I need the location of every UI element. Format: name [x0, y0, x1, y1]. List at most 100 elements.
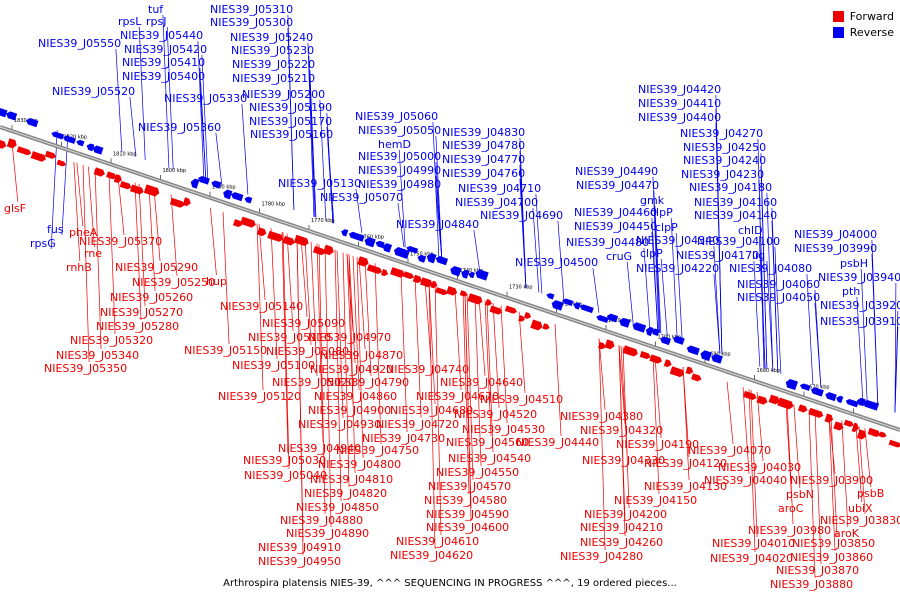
reverse-gene [619, 317, 631, 328]
label-leader [153, 188, 161, 262]
gene-label: NIES39_J04580 [424, 494, 507, 507]
gene-label: NIES39_J05360 [138, 121, 221, 134]
gene-label: NIES39_J04200 [584, 508, 667, 521]
forward-gene [530, 319, 543, 331]
gene-label: NIES39_J04680 [390, 404, 473, 417]
gene-label: NIES39_J04790 [326, 376, 409, 389]
gene-label: NIES39_J05270 [100, 306, 183, 319]
reverse-gene [341, 229, 349, 237]
forward-gene [485, 298, 492, 306]
label-leader [199, 81, 207, 181]
label-leader [484, 300, 492, 437]
scale-tick-label: 1680 kbp [757, 368, 781, 374]
gene-label: NIES39_J04180 [689, 181, 772, 194]
label-leader [129, 96, 137, 157]
gene-label: NIES39_J04860 [314, 390, 397, 403]
label-leader [871, 253, 879, 407]
forward-gene [56, 159, 67, 167]
label-leader [774, 246, 782, 374]
label-leader [327, 139, 335, 224]
label-leader [828, 416, 836, 475]
forward-gene [833, 421, 844, 431]
gene-label: NIES39_J03940 [818, 271, 900, 284]
gene-label: ubiX [848, 502, 873, 515]
scale-tick-label: 1770 kbp [311, 218, 335, 224]
label-leader [270, 228, 278, 360]
label-leader [435, 189, 443, 260]
label-leader [654, 357, 662, 439]
reverse-gene [406, 246, 419, 254]
gene-label: NIES39_J03870 [776, 564, 859, 577]
label-leader [115, 48, 123, 153]
reverse-gene [711, 353, 723, 364]
gene-label: chlD [738, 224, 763, 237]
reverse-gene [551, 300, 564, 311]
reverse-gene [645, 326, 654, 337]
label-leader [138, 26, 146, 160]
forward-gene [420, 277, 433, 288]
gene-label: NIES39_J05370 [79, 235, 162, 248]
forward-swatch [832, 10, 844, 22]
reverse-gene [211, 180, 222, 189]
gene-label: NIES39_J04700 [455, 196, 538, 209]
gene-label: NIES39_J04040 [704, 474, 787, 487]
reverse-gene [686, 345, 700, 356]
label-leader [841, 420, 849, 528]
gene-label: NIES39_J04730 [362, 432, 445, 445]
gene-label: NIES39_J05040 [244, 469, 327, 482]
gene-label: NIES39_J05290 [115, 261, 198, 274]
label-leader [618, 345, 626, 425]
reverse-gene [863, 399, 879, 411]
label-leader [814, 411, 822, 565]
reverse-gene [785, 378, 799, 391]
label-leader [308, 55, 316, 218]
gene-label: NIES39_J04170 [676, 249, 759, 262]
gene-label: NIES39_J04260 [580, 536, 663, 549]
forward-gene [232, 219, 243, 228]
label-leader [309, 83, 317, 218]
gene-label: NIES39_J04620 [390, 549, 473, 562]
gene-label: NIES39_J04030 [718, 461, 801, 474]
reverse-gene [799, 383, 811, 391]
gene-label: NIES39_J03830 [820, 514, 900, 527]
reverse-swatch [832, 26, 844, 38]
label-leader [786, 401, 794, 525]
label-leader [814, 302, 822, 388]
gene-label: NIES39_J05140 [220, 300, 303, 313]
reverse-gene [26, 118, 39, 128]
reverse-gene [596, 315, 609, 324]
label-leader [653, 190, 661, 334]
gene-label: NIES39_J04530 [462, 423, 545, 436]
gene-label: NIES39_J04560 [446, 436, 529, 449]
label-leader [210, 207, 217, 276]
reverse-gene [700, 350, 712, 362]
gene-label: clpP [655, 221, 678, 234]
label-leader [82, 164, 90, 363]
label-leader [374, 263, 382, 445]
label-leader [618, 345, 626, 537]
label-leader [830, 416, 838, 538]
gene-label: NIES39_J04000 [794, 228, 877, 241]
label-leader [492, 302, 500, 409]
gene-label: psbB [857, 487, 884, 500]
gene-label: NIES39_J03990 [794, 242, 877, 255]
label-leader [117, 176, 125, 236]
gene-label: NIES39_J04900 [308, 404, 391, 417]
scale-tick-label: 1810 kbp [113, 151, 137, 157]
gene-label: gmk [640, 194, 665, 207]
gene-label: NIES39_J04210 [580, 521, 663, 534]
forward-gene [597, 342, 606, 350]
forward-gene [867, 427, 881, 438]
gene-label: pth [842, 285, 860, 298]
gene-label: NIES39_J04130 [644, 480, 727, 493]
gene-label: NIES39_J04810 [310, 473, 393, 486]
gene-label: NIES39_J04980 [358, 178, 441, 191]
gene-label: NIES39_J05170 [249, 115, 332, 128]
label-leader [598, 338, 606, 411]
label-leader [148, 187, 156, 292]
label-leader [324, 246, 332, 528]
forward-gene [756, 395, 768, 405]
gene-label: glsF [4, 202, 26, 215]
label-leader [428, 281, 436, 550]
reverse-gene [606, 313, 619, 323]
